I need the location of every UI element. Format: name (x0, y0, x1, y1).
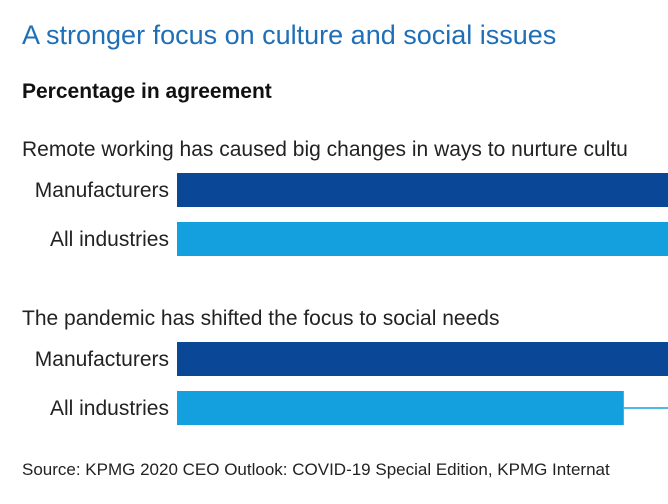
category-label-g2-2: All industries (50, 397, 169, 420)
bar-g1-manufacturers (177, 173, 668, 207)
category-label-g1-2: All industries (50, 228, 169, 251)
source-note: Source: KPMG 2020 CEO Outlook: COVID-19 … (22, 460, 610, 479)
bar-g1-all-industries (177, 222, 668, 256)
chart-title: A stronger focus on culture and social i… (22, 20, 557, 50)
category-label-g2-1: Manufacturers (35, 348, 169, 371)
bar-g2-manufacturers (177, 342, 668, 376)
question-2-label: The pandemic has shifted the focus to so… (22, 307, 500, 330)
chart-subtitle: Percentage in agreement (22, 80, 272, 103)
bar-g2-all-industries (177, 391, 624, 425)
question-1-label: Remote working has caused big changes in… (22, 138, 628, 161)
category-label-g1-1: Manufacturers (35, 179, 169, 202)
